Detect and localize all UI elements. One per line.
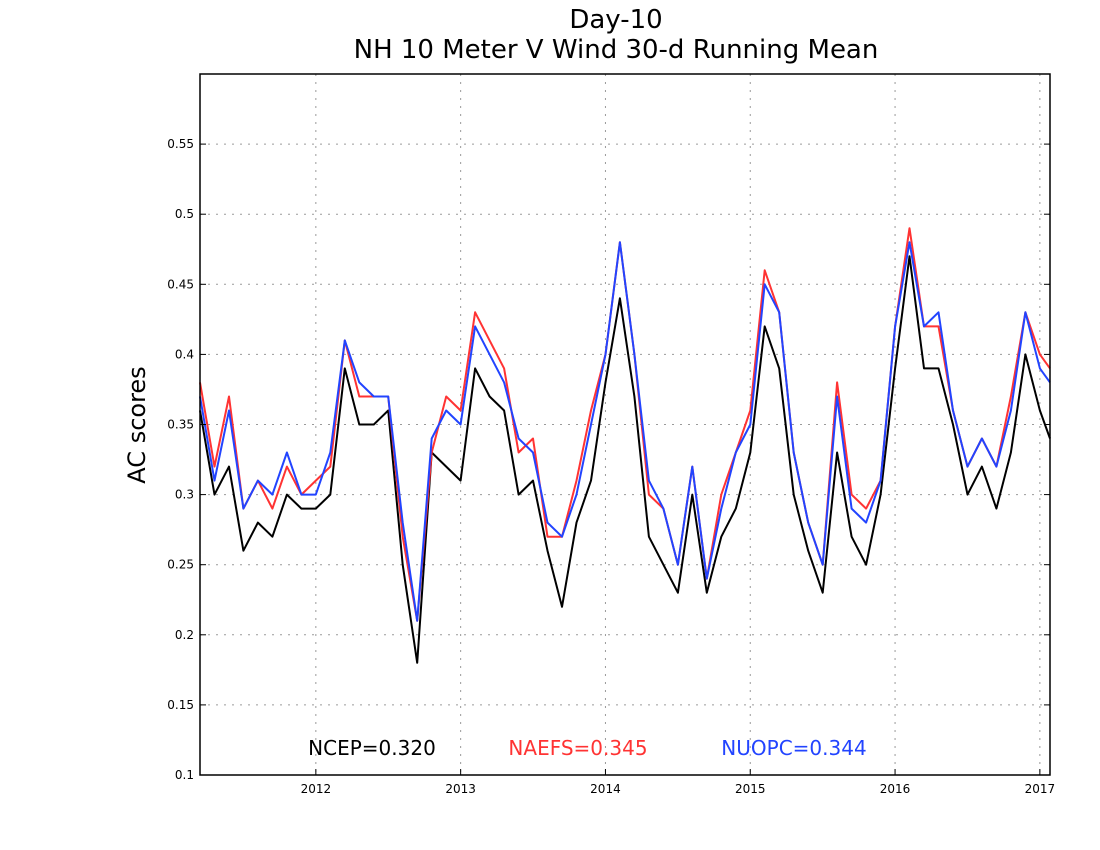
y-tick-label: 0.45 [167,277,194,291]
score-annotation: NCEP=0.320 [308,736,436,760]
y-axis-label: AC scores [123,366,151,483]
y-tick-label: 0.35 [167,418,194,432]
tick-layer: 0.1 0.15 0.2 0.25 0.3 0.35 0.4 0.45 0.5 0.55 2012 2… [167,137,1055,796]
y-tick-label: 0.5 [175,207,194,221]
y-tick-label: 0.1 [175,768,194,782]
series-layer [199,227,1051,664]
y-tick-label: 0.15 [167,698,194,712]
grid-layer [200,74,1050,775]
chart-subtitle: NH 10 Meter V Wind 30-d Running Mean [354,35,879,65]
chart-title: Day-10 [569,5,662,35]
x-tick-label: 2015 [735,782,766,796]
y-tick-label: 0.3 [175,488,194,502]
x-tick-label: 2017 [1025,782,1056,796]
score-annotation: NAEFS=0.345 [508,736,647,760]
x-tick-label: 2012 [301,782,332,796]
annotation-layer: NCEP=0.320 NAEFS=0.345 NUOPC=0.344 [308,736,867,760]
series-line-ncep [199,255,1051,664]
x-tick-label: 2016 [880,782,911,796]
y-tick-label: 0.55 [167,137,194,151]
y-tick-label: 0.25 [167,558,194,572]
y-tick-label: 0.4 [175,347,194,361]
score-annotation: NUOPC=0.344 [721,736,866,760]
x-tick-label: 2014 [590,782,621,796]
y-tick-label: 0.2 [175,628,194,642]
x-tick-label: 2013 [445,782,476,796]
series-line-nuopc [199,241,1051,622]
